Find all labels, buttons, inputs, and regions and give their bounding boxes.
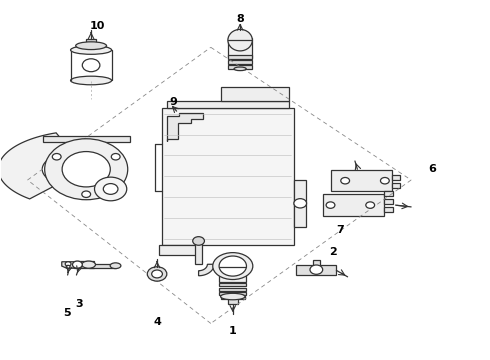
Bar (384, 207, 393, 212)
Bar (228, 297, 238, 304)
Circle shape (380, 177, 389, 184)
Text: 9: 9 (170, 97, 177, 107)
Bar (219, 292, 246, 296)
Bar (228, 55, 252, 59)
Circle shape (66, 265, 70, 268)
Circle shape (52, 153, 61, 160)
Circle shape (219, 256, 246, 276)
Polygon shape (167, 113, 203, 140)
Bar (195, 240, 202, 264)
Bar (384, 191, 393, 197)
Bar (228, 60, 252, 64)
Ellipse shape (75, 42, 106, 50)
Bar (43, 136, 130, 143)
Circle shape (193, 237, 204, 245)
Bar (154, 273, 160, 280)
Circle shape (341, 177, 349, 184)
Polygon shape (198, 264, 214, 276)
Circle shape (111, 153, 120, 160)
Circle shape (147, 267, 167, 281)
Text: 6: 6 (428, 164, 436, 174)
Text: 5: 5 (63, 308, 71, 318)
Polygon shape (296, 260, 336, 275)
Circle shape (152, 270, 162, 278)
Ellipse shape (82, 261, 96, 268)
Bar (159, 244, 196, 255)
Bar (162, 108, 294, 244)
Circle shape (95, 177, 127, 201)
Bar (331, 170, 392, 192)
Bar (323, 194, 384, 216)
Text: 8: 8 (236, 14, 244, 24)
Ellipse shape (228, 30, 252, 51)
Bar (220, 296, 245, 299)
Circle shape (65, 262, 71, 266)
Bar (392, 183, 400, 188)
Circle shape (62, 152, 110, 187)
Bar (219, 283, 246, 286)
Bar (294, 180, 306, 226)
Bar (75, 45, 106, 50)
Polygon shape (0, 133, 71, 199)
Ellipse shape (71, 46, 112, 54)
Bar (89, 264, 116, 268)
Bar (86, 39, 96, 44)
Bar (228, 65, 252, 69)
Text: 1: 1 (229, 325, 237, 336)
Ellipse shape (234, 67, 246, 71)
Bar (167, 101, 289, 108)
Text: 7: 7 (337, 225, 344, 235)
Text: 3: 3 (75, 299, 83, 309)
Bar (392, 175, 400, 180)
Bar (228, 39, 252, 58)
Circle shape (366, 202, 374, 208)
Ellipse shape (71, 76, 112, 85)
Circle shape (82, 191, 91, 198)
Bar (219, 288, 246, 291)
Circle shape (326, 202, 335, 208)
Text: 4: 4 (153, 317, 161, 327)
Ellipse shape (213, 253, 253, 279)
Text: 10: 10 (89, 21, 105, 31)
Polygon shape (62, 262, 74, 268)
Bar (220, 87, 289, 101)
Text: 2: 2 (329, 247, 337, 257)
Bar (74, 261, 94, 268)
Bar (384, 199, 393, 204)
Circle shape (45, 139, 128, 200)
Ellipse shape (110, 263, 121, 269)
Bar (219, 265, 246, 282)
Ellipse shape (220, 293, 245, 300)
Circle shape (294, 199, 307, 208)
Circle shape (73, 261, 82, 268)
Circle shape (103, 184, 118, 194)
Circle shape (82, 59, 100, 72)
Circle shape (310, 265, 323, 274)
